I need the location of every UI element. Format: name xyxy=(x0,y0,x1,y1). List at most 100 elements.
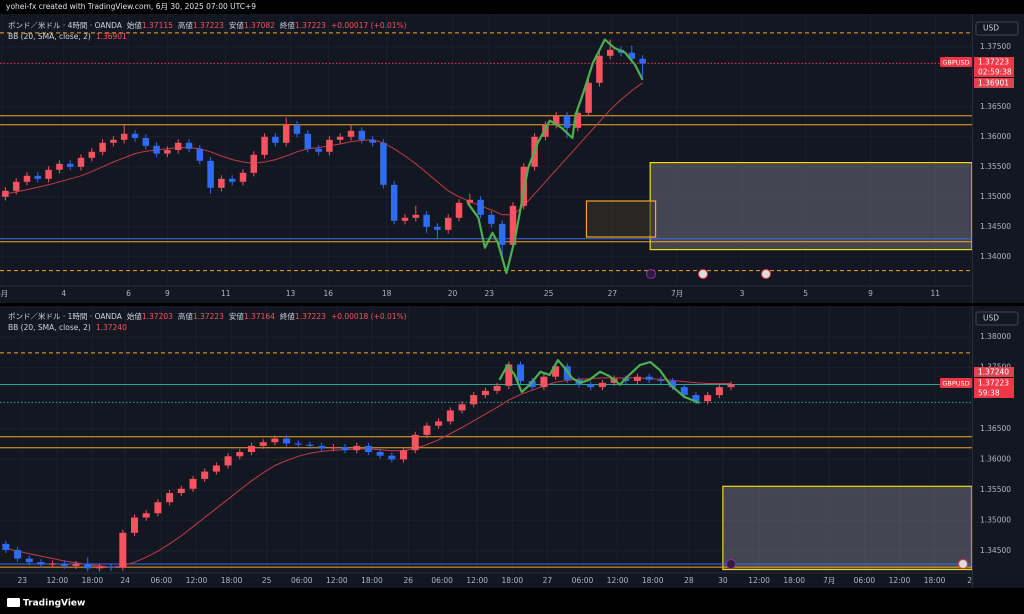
legend-field-value: 1.37164 xyxy=(244,312,275,321)
x-tick-label: 27 xyxy=(543,576,553,585)
legend-symbol: ポンド／米ドル · 1時間 · OANDA xyxy=(8,311,123,321)
indicator-name: BB (20, SMA, close, 2) xyxy=(8,323,91,332)
x-tick-label: 23 xyxy=(17,576,27,585)
candle-body xyxy=(185,142,193,149)
candle-body xyxy=(423,214,430,227)
candle-body xyxy=(259,442,267,446)
x-tick-label: 18:00 xyxy=(221,576,243,585)
x-tick-label: 12:00 xyxy=(186,576,208,585)
x-tick-label: 12:00 xyxy=(326,576,348,585)
legend-field-label: 始値 xyxy=(127,311,142,321)
legend-line: ポンド／米ドル · 1時間 · OANDA 始値1.37203 高値1.37223 安… xyxy=(8,311,407,321)
x-tick-label: 11 xyxy=(931,289,941,298)
candle-body xyxy=(596,55,603,83)
x-tick-label: 12:00 xyxy=(47,576,69,585)
price-tag: 1.37240 xyxy=(978,368,1009,377)
candle-body xyxy=(336,136,344,140)
candle-body xyxy=(14,549,22,559)
candle-body xyxy=(509,205,517,245)
price-tag: 02:59:38 xyxy=(978,68,1012,77)
x-tick-label: 28 xyxy=(684,576,694,585)
currency-label: USD xyxy=(983,24,999,33)
x-tick-label: 20 xyxy=(448,289,458,298)
x-tick-label: 30 xyxy=(718,576,728,585)
x-tick-label: 27 xyxy=(608,289,618,298)
footer-text: TradingView xyxy=(23,599,85,609)
candle-body xyxy=(498,223,506,245)
candle-body xyxy=(2,190,9,197)
candle-body xyxy=(23,175,31,182)
x-tick-label: 12:00 xyxy=(889,576,911,585)
event-icon xyxy=(958,559,968,569)
candle-body xyxy=(400,450,408,460)
candle-body xyxy=(84,564,92,569)
candle-body xyxy=(119,532,127,568)
y-tick-label: 1.36500 xyxy=(980,424,1011,433)
symbol-tag: GBPUSD xyxy=(942,59,969,67)
candle-body xyxy=(45,169,52,179)
candle-body xyxy=(282,124,290,143)
candle-body xyxy=(189,478,197,489)
symbol-tag-bg xyxy=(940,57,972,67)
x-tick-label: 5 xyxy=(803,289,808,298)
x-tick-label: 3 xyxy=(740,289,745,298)
event-icon xyxy=(646,269,656,279)
currency-box xyxy=(975,311,1019,326)
candle-body xyxy=(505,364,513,386)
x-tick-label: 16 xyxy=(324,289,334,298)
candle-body xyxy=(715,387,723,396)
indicator-name: BB (20, SMA, close, 2) xyxy=(8,32,91,41)
legend-field-label: 高値 xyxy=(178,20,193,30)
x-tick-label: 26 xyxy=(403,576,413,585)
candle-body xyxy=(164,150,171,154)
y-tick-label: 1.34000 xyxy=(980,252,1011,261)
candle-body xyxy=(477,199,484,215)
currency-box xyxy=(975,21,1019,36)
candle-body xyxy=(56,163,63,170)
zone xyxy=(722,485,972,571)
legend-field-value: 1.37223 xyxy=(295,21,326,30)
candle-body xyxy=(434,226,441,230)
x-tick-label: 12:00 xyxy=(607,576,629,585)
x-tick-label: 12:00 xyxy=(466,576,488,585)
candle-body xyxy=(369,139,376,143)
price-tag: 1.37223 xyxy=(978,58,1009,67)
candle-body xyxy=(455,202,463,218)
x-tick-label: 13 xyxy=(286,289,296,298)
legend-field-label: 安値 xyxy=(229,20,244,30)
candle-body xyxy=(466,199,474,203)
candle-body xyxy=(552,115,560,125)
candle-body xyxy=(326,139,333,152)
candle-body xyxy=(358,130,366,140)
candle-body xyxy=(37,562,45,565)
candle-body xyxy=(376,452,384,456)
candle-body xyxy=(412,214,420,218)
candle-body xyxy=(283,438,291,444)
x-tick-label: 24 xyxy=(120,576,130,585)
candle-body xyxy=(574,112,582,128)
candle-body xyxy=(66,163,74,167)
candle-body xyxy=(306,444,314,446)
candle-body xyxy=(239,172,247,182)
x-tick-label: 25 xyxy=(262,576,272,585)
candle-body xyxy=(142,513,150,518)
legend-field-value: 1.37203 xyxy=(142,312,173,321)
candle-body xyxy=(110,139,117,143)
candle-body xyxy=(131,517,139,533)
candle-body xyxy=(247,445,255,453)
candle-body xyxy=(250,154,258,173)
candle-body xyxy=(294,443,302,445)
legend-field-value: 1.37223 xyxy=(295,312,326,321)
price-tag: 59:38 xyxy=(978,389,1000,398)
y-tick-label: 1.36000 xyxy=(980,132,1011,141)
x-tick-label: 06:00 xyxy=(854,576,876,585)
price-tag-bg xyxy=(974,378,1014,388)
x-tick-label: 18:00 xyxy=(82,576,104,585)
currency-label: USD xyxy=(983,314,999,323)
candle-body xyxy=(77,157,85,167)
candle-body xyxy=(645,376,653,380)
candle-body xyxy=(657,379,665,382)
candle-body xyxy=(669,381,677,388)
wave-drawing xyxy=(466,38,644,275)
candle-body xyxy=(388,455,396,460)
